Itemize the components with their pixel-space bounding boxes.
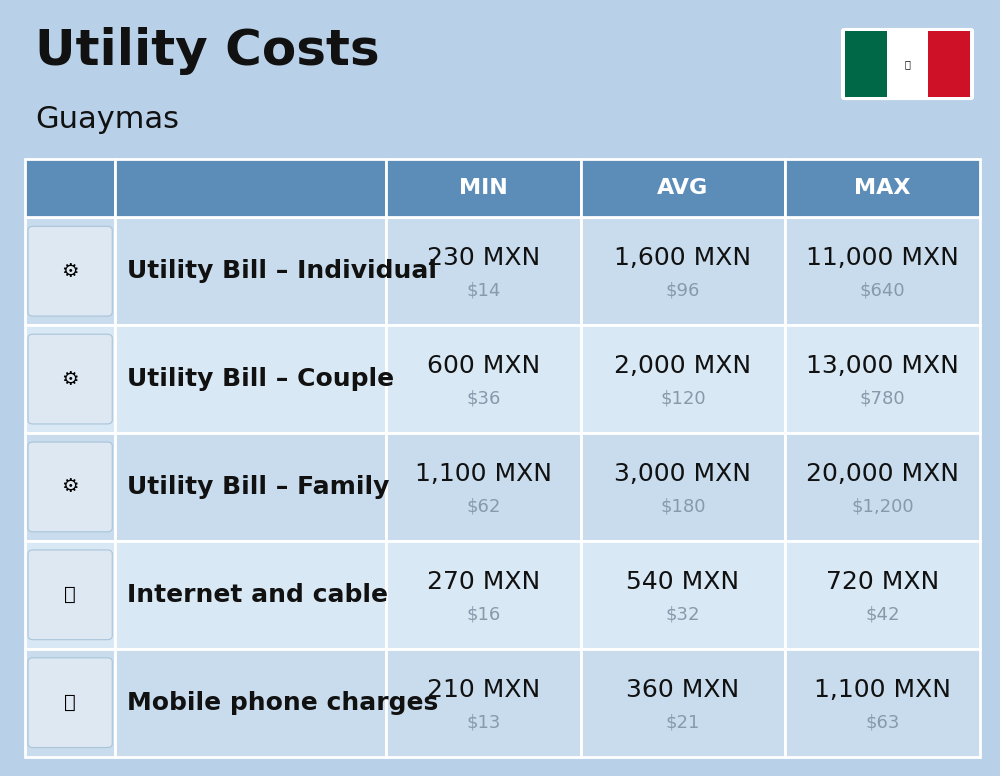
Bar bbox=[581, 217, 785, 325]
Bar bbox=[115, 325, 386, 433]
Bar bbox=[785, 217, 980, 325]
Bar bbox=[386, 159, 581, 217]
Text: Guaymas: Guaymas bbox=[35, 105, 179, 133]
Text: 720 MXN: 720 MXN bbox=[826, 570, 939, 594]
Bar bbox=[785, 325, 980, 433]
Text: $120: $120 bbox=[660, 390, 706, 407]
Bar bbox=[386, 541, 581, 649]
Text: ⚙: ⚙ bbox=[61, 477, 79, 497]
FancyBboxPatch shape bbox=[28, 550, 112, 639]
FancyBboxPatch shape bbox=[28, 227, 112, 316]
Bar bbox=[115, 541, 386, 649]
FancyBboxPatch shape bbox=[28, 334, 112, 424]
Text: AVG: AVG bbox=[657, 178, 708, 198]
Text: $21: $21 bbox=[666, 713, 700, 731]
Text: 540 MXN: 540 MXN bbox=[626, 570, 739, 594]
Text: 2,000 MXN: 2,000 MXN bbox=[614, 354, 751, 378]
Bar bbox=[386, 217, 581, 325]
Text: $780: $780 bbox=[860, 390, 905, 407]
Text: Mobile phone charges: Mobile phone charges bbox=[127, 691, 438, 715]
Text: 270 MXN: 270 MXN bbox=[427, 570, 540, 594]
Bar bbox=[115, 433, 386, 541]
Text: 📶: 📶 bbox=[64, 585, 76, 605]
Text: Utility Bill – Individual: Utility Bill – Individual bbox=[127, 259, 437, 283]
Text: 🦅: 🦅 bbox=[905, 59, 910, 69]
FancyBboxPatch shape bbox=[841, 28, 974, 100]
Bar bbox=[25, 541, 115, 649]
Text: 1,100 MXN: 1,100 MXN bbox=[814, 677, 951, 702]
Text: 13,000 MXN: 13,000 MXN bbox=[806, 354, 959, 378]
Text: 1,100 MXN: 1,100 MXN bbox=[415, 462, 552, 486]
Bar bbox=[581, 541, 785, 649]
Text: 📱: 📱 bbox=[64, 693, 76, 712]
Text: 600 MXN: 600 MXN bbox=[427, 354, 540, 378]
Text: Utility Bill – Couple: Utility Bill – Couple bbox=[127, 367, 394, 391]
Text: 20,000 MXN: 20,000 MXN bbox=[806, 462, 959, 486]
Bar bbox=[386, 649, 581, 757]
Text: $16: $16 bbox=[466, 605, 501, 623]
Bar bbox=[581, 159, 785, 217]
Text: $63: $63 bbox=[865, 713, 900, 731]
Text: $62: $62 bbox=[466, 497, 501, 515]
Bar bbox=[581, 325, 785, 433]
Bar bbox=[845, 31, 887, 97]
Text: 230 MXN: 230 MXN bbox=[427, 246, 540, 270]
Bar bbox=[785, 159, 980, 217]
Text: MAX: MAX bbox=[854, 178, 911, 198]
Text: $36: $36 bbox=[466, 390, 501, 407]
Bar bbox=[785, 649, 980, 757]
Text: $42: $42 bbox=[865, 605, 900, 623]
Text: $96: $96 bbox=[666, 282, 700, 300]
Text: 210 MXN: 210 MXN bbox=[427, 677, 540, 702]
Text: 11,000 MXN: 11,000 MXN bbox=[806, 246, 959, 270]
Bar bbox=[386, 433, 581, 541]
Bar bbox=[115, 649, 386, 757]
Text: $32: $32 bbox=[666, 605, 700, 623]
Bar bbox=[115, 217, 386, 325]
FancyBboxPatch shape bbox=[28, 442, 112, 532]
Bar bbox=[115, 159, 386, 217]
Bar bbox=[785, 541, 980, 649]
Text: Internet and cable: Internet and cable bbox=[127, 583, 388, 607]
Text: $640: $640 bbox=[860, 282, 905, 300]
Text: MIN: MIN bbox=[459, 178, 508, 198]
Bar bbox=[785, 433, 980, 541]
Text: ⚙: ⚙ bbox=[61, 262, 79, 281]
FancyBboxPatch shape bbox=[28, 658, 112, 747]
Text: 1,600 MXN: 1,600 MXN bbox=[614, 246, 751, 270]
Text: $14: $14 bbox=[466, 282, 501, 300]
Text: ⚙: ⚙ bbox=[61, 369, 79, 389]
Text: Utility Costs: Utility Costs bbox=[35, 27, 380, 75]
Bar bbox=[581, 649, 785, 757]
Bar bbox=[887, 31, 928, 97]
Text: $180: $180 bbox=[660, 497, 706, 515]
Bar bbox=[386, 325, 581, 433]
Bar bbox=[25, 159, 115, 217]
Text: $1,200: $1,200 bbox=[851, 497, 914, 515]
Text: 360 MXN: 360 MXN bbox=[626, 677, 740, 702]
Bar bbox=[25, 217, 115, 325]
Text: 3,000 MXN: 3,000 MXN bbox=[614, 462, 751, 486]
Bar bbox=[25, 433, 115, 541]
Bar bbox=[25, 649, 115, 757]
Bar bbox=[928, 31, 970, 97]
Bar bbox=[25, 325, 115, 433]
Bar bbox=[581, 433, 785, 541]
Text: $13: $13 bbox=[466, 713, 501, 731]
Text: Utility Bill – Family: Utility Bill – Family bbox=[127, 475, 390, 499]
